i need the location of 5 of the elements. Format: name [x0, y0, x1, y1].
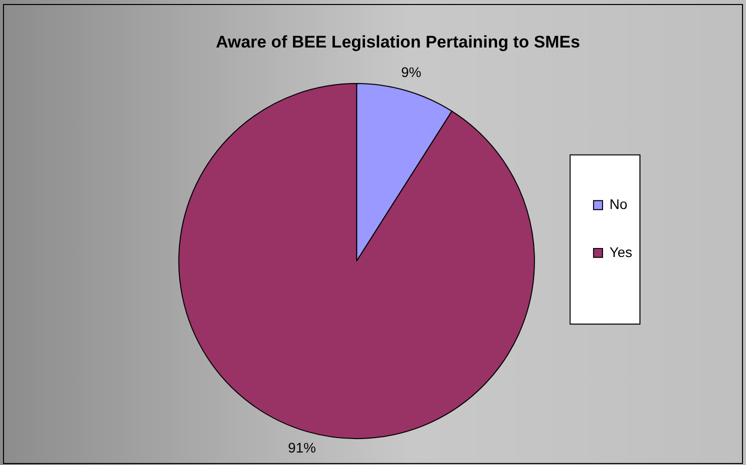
chart-title: Aware of BEE Legislation Pertaining to SMEs — [216, 32, 580, 52]
data-label: 91% — [288, 440, 316, 456]
legend-label: Yes — [610, 244, 632, 260]
legend-label: No — [610, 196, 628, 212]
data-label: 9% — [401, 64, 422, 80]
